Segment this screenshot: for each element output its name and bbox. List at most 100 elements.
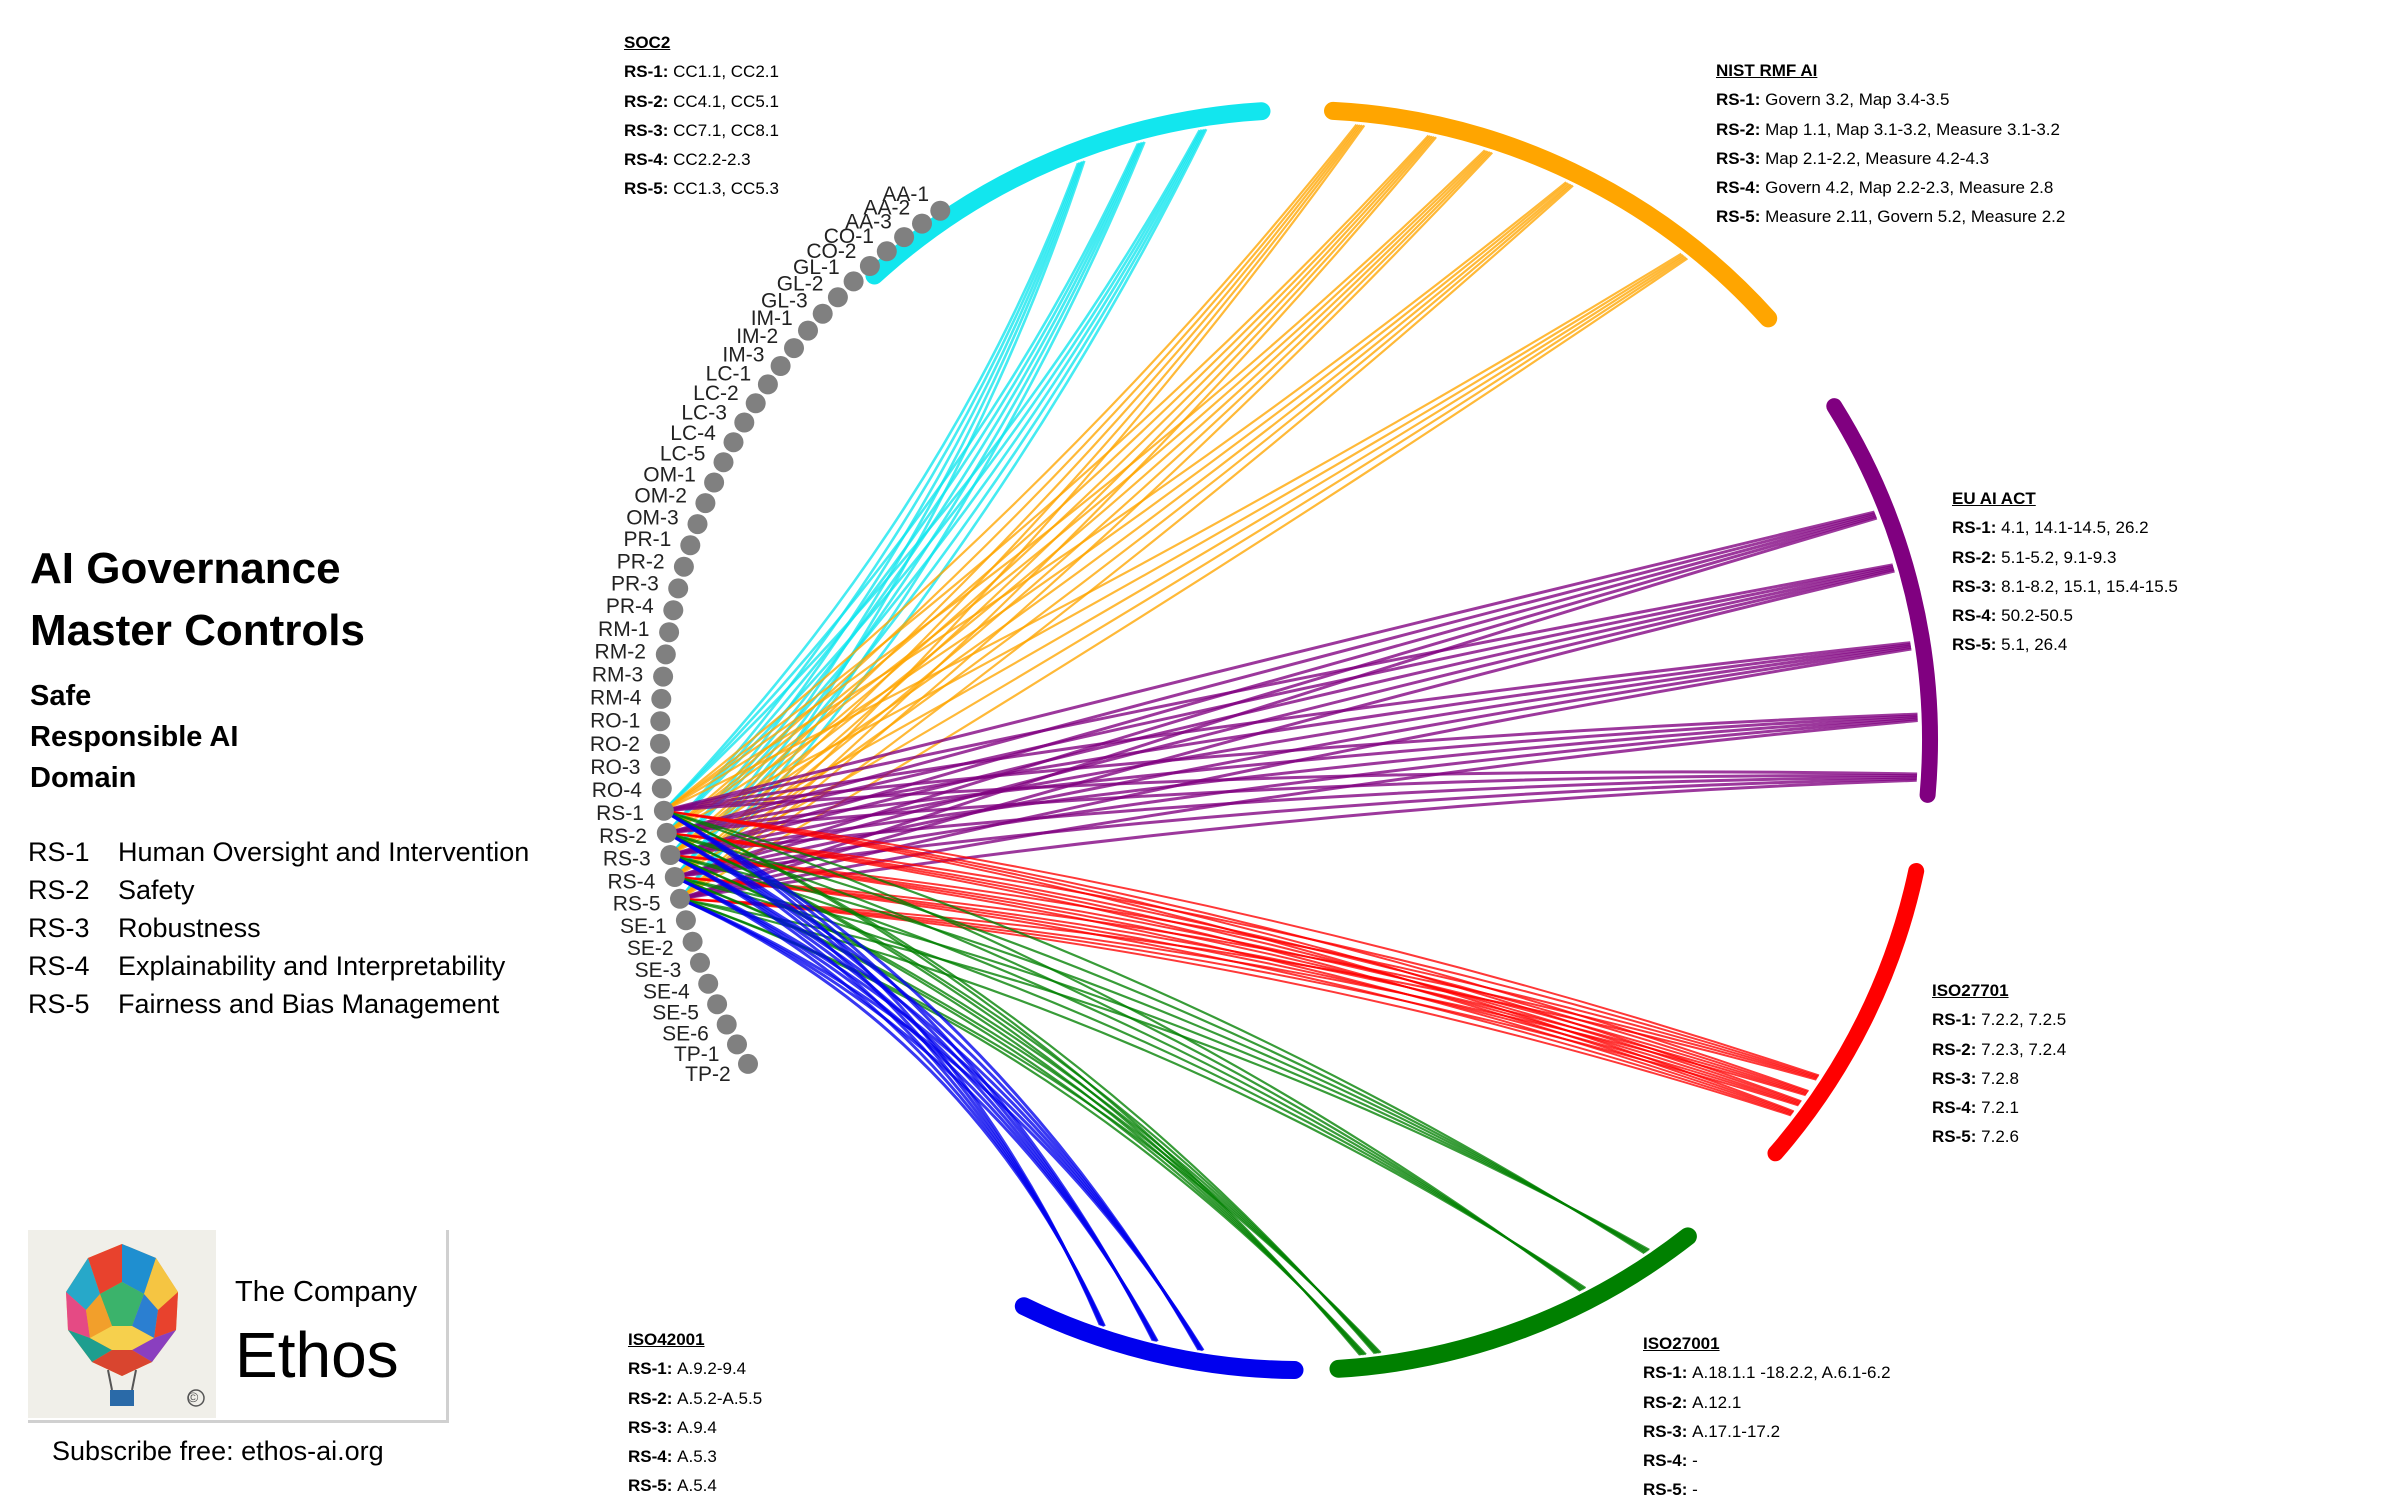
control-node-label: SE-1 [620,915,667,938]
mapping-code: RS-4: [1952,606,1997,626]
control-node-label: TP-2 [685,1063,731,1086]
control-node [650,733,670,754]
mapping-row: RS-2: Map 1.1, Map 3.1-3.2, Measure 3.1-… [1716,115,2065,144]
mapping-code: RS-3: [1643,1421,1688,1441]
control-node-label: RM-3 [592,664,643,687]
mapping-value: CC2.2-2.3 [673,150,751,170]
legend-row: RS-4 Explainability and Interpretability [28,947,548,985]
mapping-value: 7.2.3, 7.2.4 [1981,1039,2067,1059]
company-logo-card: © The Company Ethos [28,1230,449,1423]
title-line-2: Master Controls [30,606,365,655]
soc2-link [673,128,1206,878]
euai-link [670,566,1894,857]
control-node-label: RS-2 [599,825,647,848]
euai-link [669,513,1876,857]
control-node [707,994,728,1015]
control-node-label: LC-3 [681,402,727,425]
iso42001-link [674,875,1158,1342]
euai-link [679,647,1912,901]
nist-link [666,150,1488,834]
control-node-label: RS-1 [596,802,644,825]
framework-title: EU AI ACT [1952,489,2036,508]
control-node [651,688,672,709]
mapping-row: RS-5: 5.1, 26.4 [1952,630,2178,659]
mapping-value: - [1692,1451,1698,1471]
control-node [690,952,710,973]
control-node [757,374,778,395]
nist-link [663,134,1430,812]
nist-arc [1324,101,1778,328]
mapping-code: RS-5: [1643,1480,1688,1500]
mapping-row: RS-1: A.9.2-9.4 [628,1354,762,1383]
control-node [812,303,833,324]
euai-link [666,512,1876,835]
control-node-label: LC-4 [670,422,716,445]
control-node [675,910,696,931]
mapping-code: RS-1: [624,62,669,82]
mapping-row: RS-1: A.18.1.1 -18.2.2, A.6.1-6.2 [1643,1358,1891,1387]
subtitle-line-1: Safe [30,680,92,712]
nist-link [679,136,1437,900]
mapping-value: Govern 4.2, Map 2.2-2.3, Measure 2.8 [1765,178,2054,198]
subscribe-link[interactable]: Subscribe free: ethos-ai.org [52,1436,384,1466]
mapping-value: 5.1-5.2, 9.1-9.3 [2001,547,2117,567]
nist-link [663,252,1682,812]
title-line-1: AI Governance [30,544,341,593]
iso27701-link [679,897,1799,1107]
control-node [894,227,915,248]
mapping-value: Govern 3.2, Map 3.4-3.5 [1765,90,1950,110]
control-node-label: AA-1 [882,183,929,206]
mapping-row: RS-2: A.12.1 [1643,1388,1891,1417]
mapping-row: RS-5: A.5.4 [628,1471,762,1500]
legend-row: RS-3 Robustness [28,909,548,947]
control-nodes: AA-1AA-2AA-3CO-1CO-2GL-1GL-2GL-3IM-1IM-2… [590,183,951,1086]
control-node-label: CO-2 [806,240,856,263]
hot-air-balloon-logo-icon: © [28,1230,216,1418]
mapping-value: 7.2.2, 7.2.5 [1981,1010,2067,1030]
control-node [859,256,880,276]
control-node [650,711,671,732]
control-node-label: RS-5 [613,893,661,916]
control-node-label: PR-2 [617,550,665,573]
mapping-code: RS-5: [628,1476,673,1496]
subtitle-line-3: Domain [30,762,137,794]
mapping-code: RS-2: [1952,547,1997,567]
mapping-row: RS-4: 50.2-50.5 [1952,601,2178,630]
mapping-value: Map 1.1, Map 3.1-3.2, Measure 3.1-3.2 [1765,119,2060,139]
iso42001-link [679,897,1205,1352]
mapping-row: RS-5: 7.2.6 [1932,1122,2066,1151]
control-node-label: AA-3 [845,210,892,233]
control-node-label: RS-4 [607,870,655,893]
mapping-value: 4.1, 14.1-14.5, 26.2 [2001,518,2149,538]
control-node [930,200,951,221]
iso42001-link [679,897,1106,1327]
control-node [695,493,716,514]
control-node [673,556,694,577]
control-legend: RS-1 Human Oversight and Intervention RS-… [28,833,548,1023]
mapping-code: RS-1: [1952,518,1997,538]
control-node [798,320,818,341]
euai-link [663,563,1893,813]
iso27701-link [670,854,1808,1095]
control-node [670,888,690,909]
iso27001-link [663,809,1645,1255]
framework-title: NIST RMF AI [1716,61,1818,80]
control-node-label: OM-2 [634,485,687,508]
control-node-label: GL-3 [761,289,808,312]
mapping-value: - [1692,1480,1698,1500]
mapping-value: A.9.2-9.4 [677,1359,747,1379]
euai-link [674,568,1895,879]
euai-link [674,777,1917,879]
mapping-code: RS-5: [1952,635,1997,655]
control-node-label: RM-1 [598,618,649,641]
mapping-code: RS-3: [1952,576,1997,596]
control-node [668,578,689,599]
mapping-code: RS-1: [1716,90,1761,110]
mapping-row: RS-1: 7.2.2, 7.2.5 [1932,1005,2066,1034]
control-node-label: IM-1 [751,307,793,330]
control-node [698,973,719,994]
control-node-label: CO-1 [824,225,874,248]
control-node-label: SE-4 [643,980,690,1003]
nist-link [674,135,1436,878]
framework-title: ISO42001 [628,1330,705,1349]
